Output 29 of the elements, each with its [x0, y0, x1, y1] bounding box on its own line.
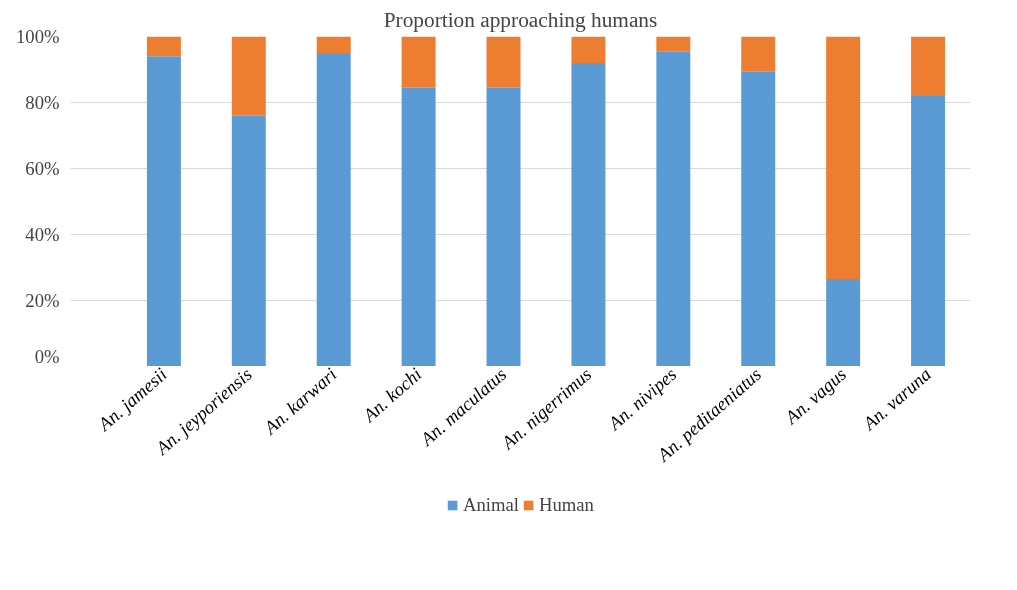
bar — [486, 36, 521, 88]
bar — [656, 51, 691, 366]
bar — [741, 36, 776, 72]
chart-title: Proportion approaching humans — [383, 7, 658, 32]
bar — [911, 95, 946, 366]
legend-label: Human — [539, 494, 594, 516]
legend-label: Animal — [463, 494, 520, 516]
bar — [401, 87, 436, 366]
y-tick-label: 80% — [25, 92, 60, 113]
bar — [571, 62, 606, 366]
bar — [401, 36, 436, 88]
bar — [911, 36, 946, 96]
bar — [826, 36, 861, 280]
bar — [316, 53, 351, 366]
bar — [571, 36, 606, 63]
bar — [826, 279, 861, 366]
y-tick-label: 40% — [25, 224, 60, 245]
bar — [146, 36, 181, 57]
bar — [656, 36, 691, 52]
bar — [231, 36, 266, 116]
y-tick-label: 0% — [34, 345, 60, 367]
y-tick-label: 100% — [15, 26, 60, 47]
bar — [741, 71, 776, 366]
bar — [231, 115, 266, 366]
bar — [486, 87, 521, 366]
y-tick-label: 20% — [25, 290, 60, 311]
bar — [146, 56, 181, 366]
y-tick-label: 60% — [25, 158, 60, 179]
bar — [316, 36, 351, 53]
